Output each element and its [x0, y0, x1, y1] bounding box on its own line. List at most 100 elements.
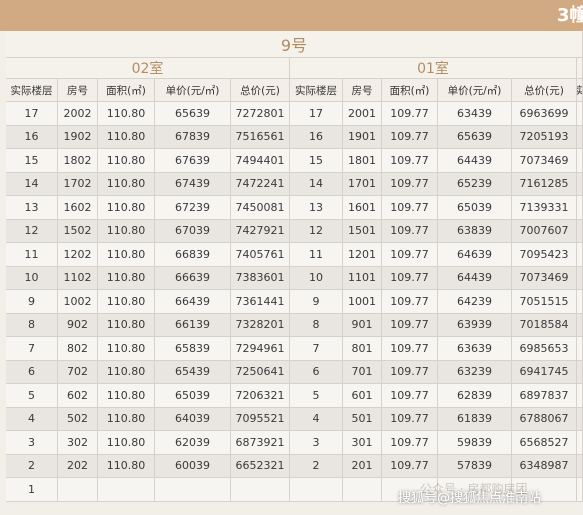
room-no-cell: 801: [343, 337, 382, 361]
cut-off-cell: [577, 478, 583, 502]
cut-off-cell: [577, 290, 583, 314]
col-header-room-no: 房号: [343, 79, 382, 102]
unit-price-cell: 65839: [155, 337, 231, 361]
floor-cell: 14: [6, 172, 58, 196]
room-no-cell: 502: [58, 407, 98, 431]
total-price-cell: 7272801: [231, 102, 290, 126]
unit-price-cell: 62839: [438, 384, 512, 408]
room-no-cell: 1202: [58, 243, 98, 267]
total-price-cell: 7073469: [512, 266, 577, 290]
area-cell: 110.80: [98, 384, 155, 408]
area-cell: 109.77: [382, 102, 438, 126]
total-price-cell: 7516561: [231, 125, 290, 149]
area-cell: 109.77: [382, 313, 438, 337]
floor-cell: 11: [290, 243, 343, 267]
room-no-cell: 1801: [343, 149, 382, 173]
col-header-cut-off: 实: [577, 79, 583, 102]
area-cell: 109.77: [382, 431, 438, 455]
col-header-total-price: 总价(元): [512, 79, 577, 102]
floor-cell: 5: [6, 384, 58, 408]
total-price-cell: 7294961: [231, 337, 290, 361]
room-no-cell: 1001: [343, 290, 382, 314]
unit-price-cell: 67239: [155, 196, 231, 220]
cut-off-cell: [577, 407, 583, 431]
total-price-cell: 6941745: [512, 360, 577, 384]
total-price-cell: 7161285: [512, 172, 577, 196]
unit-price-cell: [438, 478, 512, 502]
area-cell: 109.77: [382, 219, 438, 243]
area-cell: 110.80: [98, 454, 155, 478]
unit-price-cell: 65439: [155, 360, 231, 384]
total-price-cell: [512, 478, 577, 502]
area-cell: 110.80: [98, 243, 155, 267]
col-header-floor: 实际楼层: [6, 79, 58, 102]
unit-title: 9号: [6, 31, 583, 58]
area-cell: 109.77: [382, 290, 438, 314]
col-header-area: 面积(㎡): [98, 79, 155, 102]
floor-cell: 17: [6, 102, 58, 126]
total-price-cell: 7007607: [512, 219, 577, 243]
cut-off-cell: [577, 337, 583, 361]
area-cell: 110.80: [98, 337, 155, 361]
room-no-cell: 602: [58, 384, 98, 408]
floor-cell: 4: [6, 407, 58, 431]
unit-price-cell: 64039: [155, 407, 231, 431]
area-cell: 110.80: [98, 149, 155, 173]
floor-cell: 11: [6, 243, 58, 267]
area-cell: 110.80: [98, 196, 155, 220]
unit-price-cell: 63639: [438, 337, 512, 361]
room-no-cell: 2001: [343, 102, 382, 126]
cut-off-cell: [577, 266, 583, 290]
area-cell: 110.80: [98, 266, 155, 290]
floor-cell: 8: [6, 313, 58, 337]
total-price-cell: [231, 478, 290, 502]
unit-price-cell: 64239: [438, 290, 512, 314]
total-price-cell: 7095521: [231, 407, 290, 431]
area-cell: 109.77: [382, 243, 438, 267]
total-price-cell: 7450081: [231, 196, 290, 220]
area-cell: 110.80: [98, 290, 155, 314]
room-no-cell: 2002: [58, 102, 98, 126]
total-price-cell: 6348987: [512, 454, 577, 478]
floor-cell: 7: [6, 337, 58, 361]
unit-price-cell: 63239: [438, 360, 512, 384]
total-price-cell: 6788067: [512, 407, 577, 431]
floor-cell: 10: [6, 266, 58, 290]
unit-price-cell: 65239: [438, 172, 512, 196]
floor-cell: 15: [290, 149, 343, 173]
room-no-cell: 1602: [58, 196, 98, 220]
room-no-cell: 601: [343, 384, 382, 408]
unit-price-cell: 63939: [438, 313, 512, 337]
room-next-header: [577, 58, 583, 79]
floor-cell: 7: [290, 337, 343, 361]
unit-price-cell: 67439: [155, 172, 231, 196]
area-cell: 110.80: [98, 172, 155, 196]
cut-off-cell: [577, 454, 583, 478]
unit-price-cell: 66639: [155, 266, 231, 290]
room-no-cell: 1102: [58, 266, 98, 290]
area-cell: 109.77: [382, 454, 438, 478]
cut-off-cell: [577, 313, 583, 337]
floor-cell: 12: [290, 219, 343, 243]
floor-cell: 5: [290, 384, 343, 408]
cut-off-cell: [577, 431, 583, 455]
room-no-cell: 201: [343, 454, 382, 478]
total-price-cell: 7073469: [512, 149, 577, 173]
room-no-cell: 202: [58, 454, 98, 478]
floor-cell: 15: [6, 149, 58, 173]
unit-price-cell: 64639: [438, 243, 512, 267]
cut-off-cell: [577, 243, 583, 267]
cut-off-cell: [577, 196, 583, 220]
unit-price-cell: 67039: [155, 219, 231, 243]
cut-off-cell: [577, 384, 583, 408]
total-price-cell: 7328201: [231, 313, 290, 337]
area-cell: 109.77: [382, 360, 438, 384]
area-cell: 110.80: [98, 407, 155, 431]
unit-price-cell: 65039: [438, 196, 512, 220]
total-price-cell: 6985653: [512, 337, 577, 361]
area-cell: [382, 478, 438, 502]
room-no-cell: 1701: [343, 172, 382, 196]
unit-price-cell: 63439: [438, 102, 512, 126]
area-cell: 109.77: [382, 196, 438, 220]
floor-cell: 3: [290, 431, 343, 455]
